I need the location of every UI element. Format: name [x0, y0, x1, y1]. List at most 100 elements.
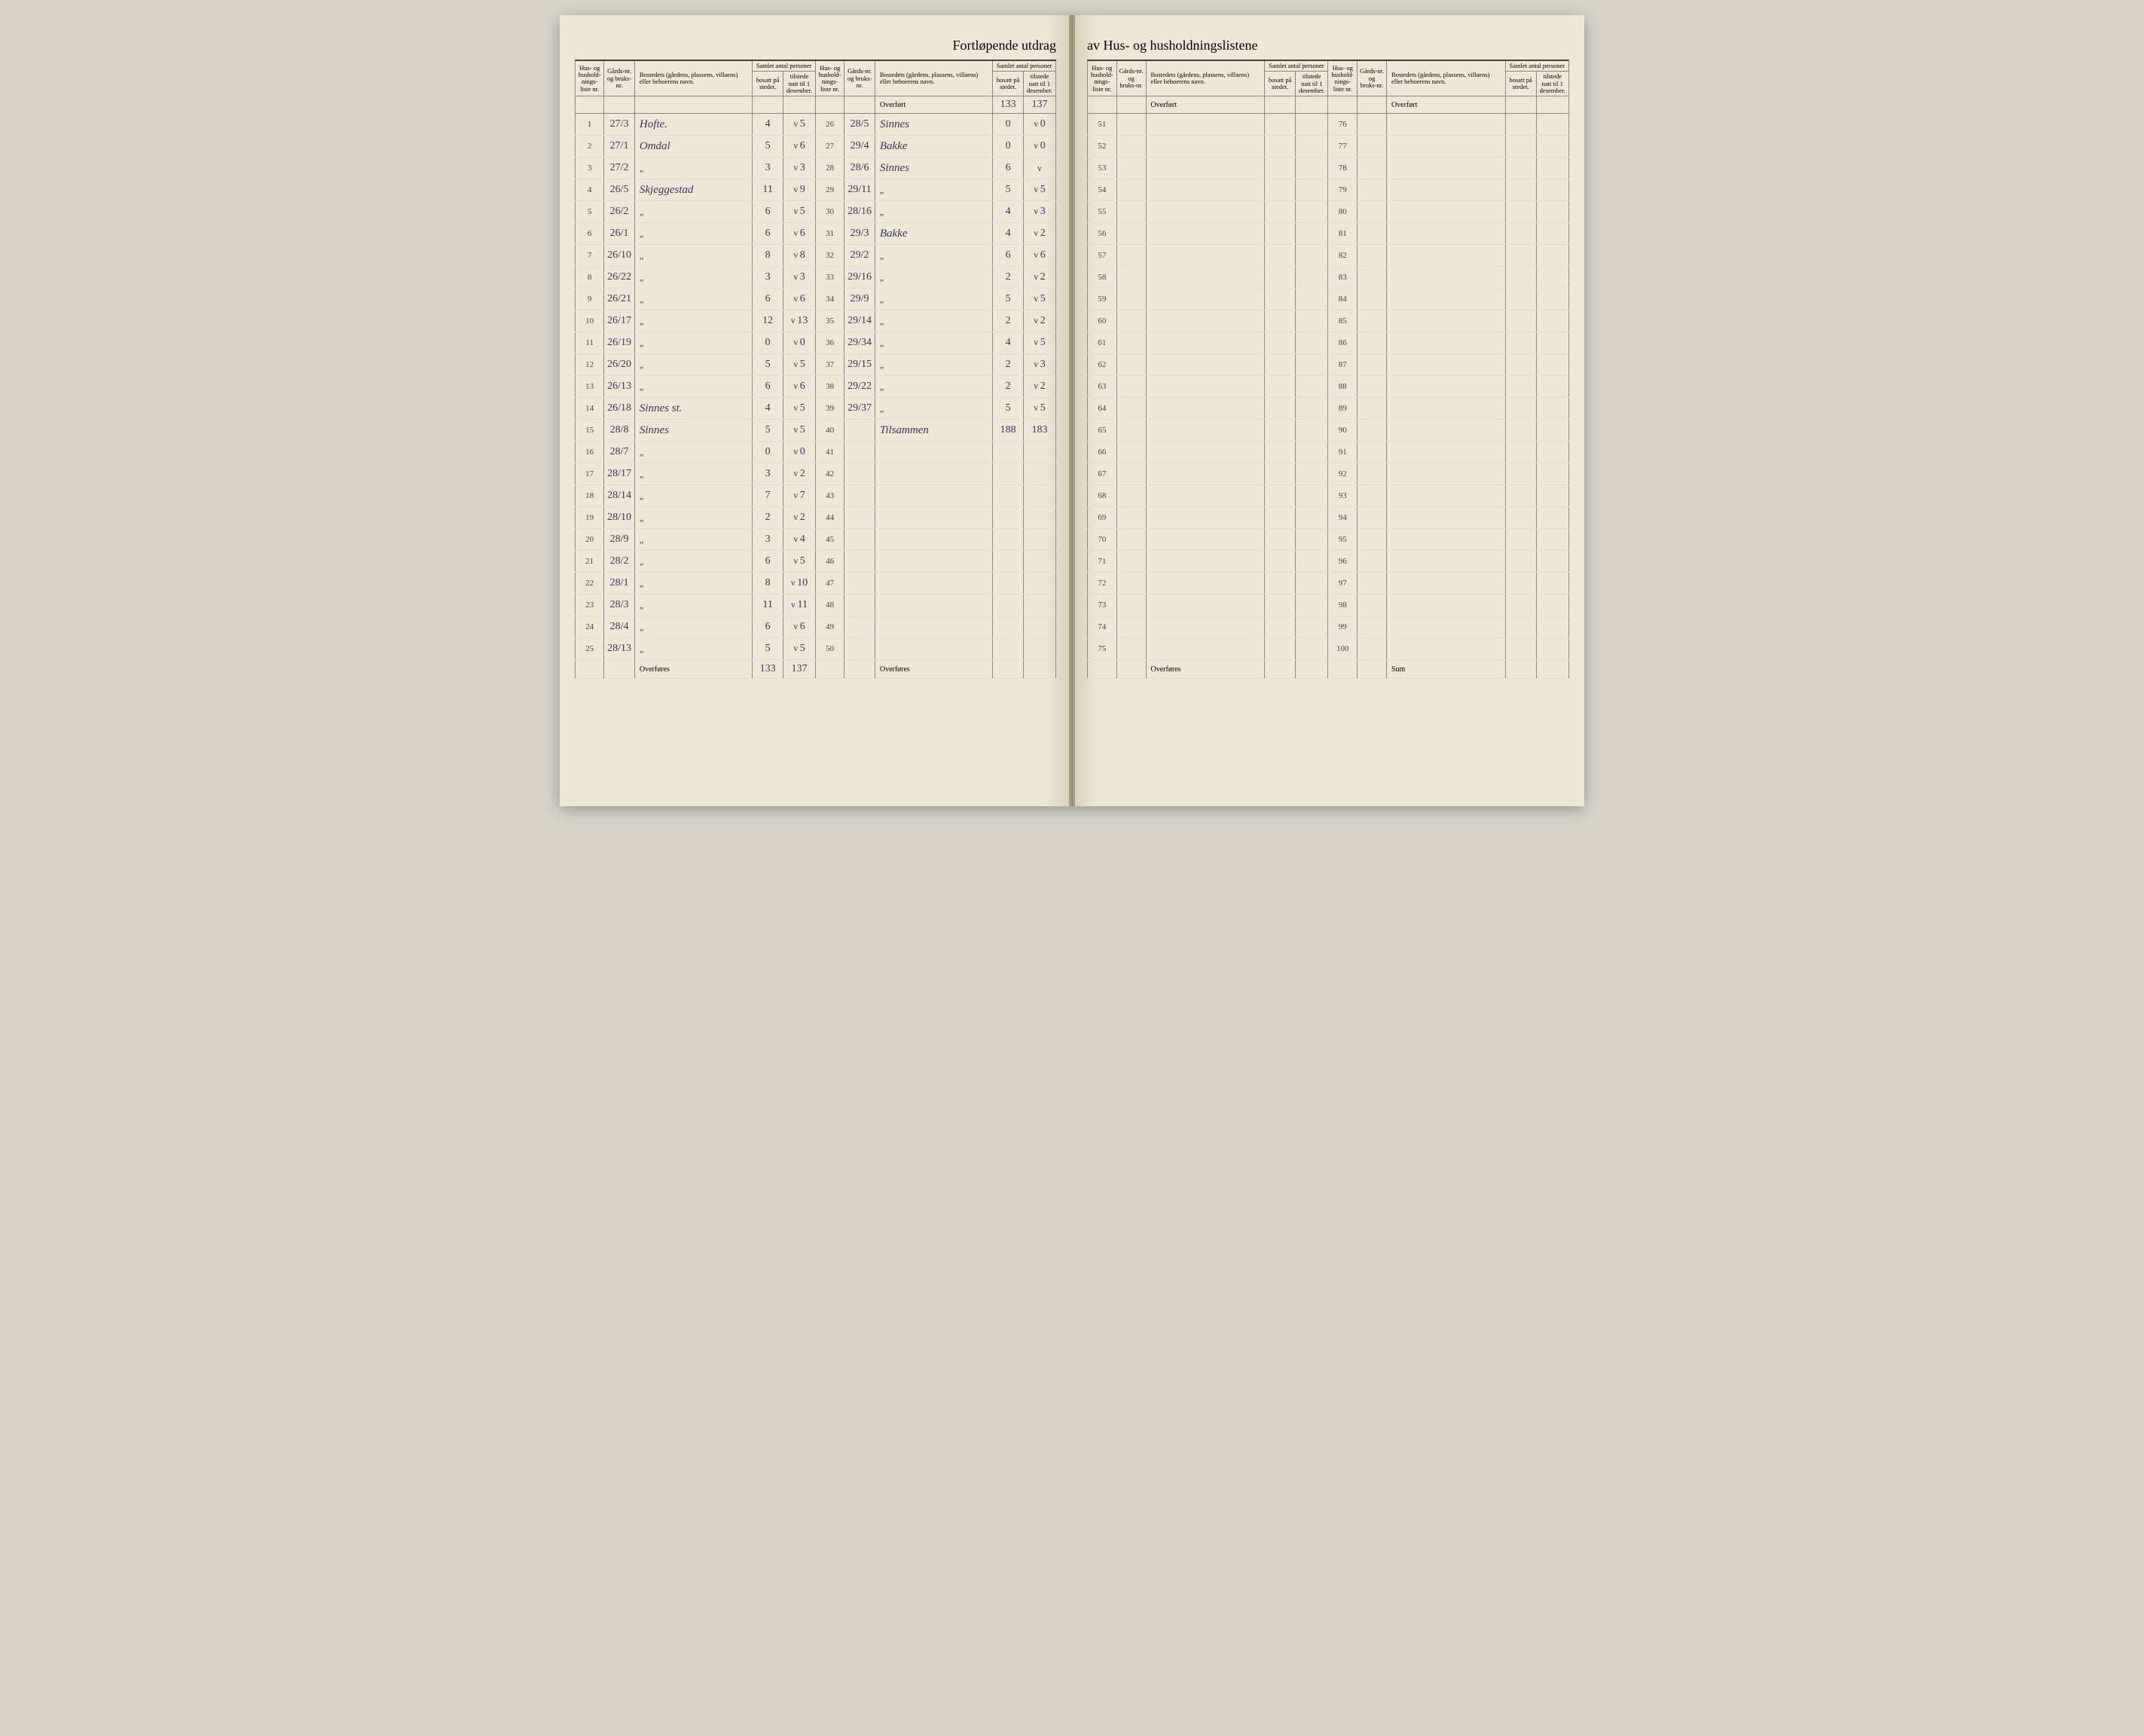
- table-cell: [1116, 463, 1146, 485]
- table-cell: 44: [815, 507, 844, 529]
- table-cell: 55: [1088, 201, 1117, 223]
- table-cell: 76: [1328, 114, 1358, 136]
- table-cell: 26/17: [604, 310, 635, 332]
- table-cell: 79: [1328, 179, 1358, 201]
- table-cell: 81: [1328, 223, 1358, 245]
- table-cell: 0: [753, 332, 783, 354]
- table-cell: [844, 616, 875, 638]
- table-cell: 91: [1328, 442, 1358, 463]
- table-cell: [1536, 310, 1568, 332]
- table-cell: [1116, 442, 1146, 463]
- table-cell: 28/3: [604, 594, 635, 616]
- hdr-bosatt-4: bosatt på stedet.: [1505, 72, 1536, 96]
- table-cell: 6: [753, 616, 783, 638]
- table-cell: „: [634, 332, 752, 354]
- table-row: 6 26/1 „ 6 v 6 31 29/3 Bakke4v 2: [576, 223, 1056, 245]
- table-cell: v 3: [783, 267, 815, 289]
- table-cell: [1505, 551, 1536, 573]
- table-cell: „: [875, 332, 992, 354]
- table-cell: v 2: [783, 507, 815, 529]
- table-cell: 26/5: [604, 179, 635, 201]
- table-cell: [875, 485, 992, 507]
- table-cell: 27/3: [604, 114, 635, 136]
- table-cell: [1265, 179, 1296, 201]
- table-cell: 23: [576, 594, 604, 616]
- table-cell: 59: [1088, 289, 1117, 310]
- table-cell: [1116, 245, 1146, 267]
- table-cell: 14: [576, 398, 604, 420]
- table-cell: v 9: [783, 179, 815, 201]
- table-cell: [1023, 529, 1055, 551]
- table-cell: [1536, 354, 1568, 376]
- table-cell: v 5: [1023, 398, 1055, 420]
- table-cell: [1265, 136, 1296, 157]
- table-cell: 96: [1328, 551, 1358, 573]
- table-cell: [1116, 223, 1146, 245]
- table-cell: [1386, 223, 1505, 245]
- table-cell: 37: [815, 354, 844, 376]
- table-cell: [1536, 529, 1568, 551]
- table-cell: [1386, 354, 1505, 376]
- table-cell: 39: [815, 398, 844, 420]
- table-cell: 73: [1088, 594, 1117, 616]
- hdr-samlet: Samlet antal personer: [753, 60, 816, 72]
- hdr-bosatt: bosatt på stedet.: [753, 72, 783, 96]
- table-cell: [1023, 485, 1055, 507]
- table-cell: [1358, 398, 1387, 420]
- table-cell: [1116, 573, 1146, 594]
- table-cell: 26/2: [604, 201, 635, 223]
- table-cell: 2: [576, 136, 604, 157]
- table-row: 19 28/10 „ 2 v 2 44: [576, 507, 1056, 529]
- table-row: 2 27/1 Omdal 5 v 6 27 29/4 Bakke0v 0: [576, 136, 1056, 157]
- table-cell: [1505, 114, 1536, 136]
- table-cell: 34: [815, 289, 844, 310]
- table-cell: 63: [1088, 376, 1117, 398]
- table-cell: 26/18: [604, 398, 635, 420]
- table-cell: 24: [576, 616, 604, 638]
- table-cell: [1265, 616, 1296, 638]
- table-cell: [844, 594, 875, 616]
- table-row: 16 28/7 „ 0 v 0 41: [576, 442, 1056, 463]
- table-row: 55 80: [1088, 201, 1569, 223]
- table-cell: [1265, 201, 1296, 223]
- table-cell: 17: [576, 463, 604, 485]
- table-cell: v 0: [783, 332, 815, 354]
- table-row: 54 79: [1088, 179, 1569, 201]
- table-cell: „: [875, 354, 992, 376]
- table-cell: v 3: [1023, 201, 1055, 223]
- table-cell: 72: [1088, 573, 1117, 594]
- table-cell: 4: [753, 398, 783, 420]
- table-cell: [1386, 638, 1505, 660]
- table-cell: [1023, 638, 1055, 660]
- table-cell: 6: [753, 376, 783, 398]
- table-cell: 40: [815, 420, 844, 442]
- table-cell: [1146, 310, 1265, 332]
- table-cell: [1505, 442, 1536, 463]
- table-cell: 11: [753, 179, 783, 201]
- table-cell: [1536, 376, 1568, 398]
- table-row: 17 28/17 „ 3 v 2 42: [576, 463, 1056, 485]
- table-row: 68 93: [1088, 485, 1569, 507]
- table-cell: [1146, 114, 1265, 136]
- table-cell: v 5: [1023, 332, 1055, 354]
- table-cell: [1023, 507, 1055, 529]
- table-cell: 86: [1328, 332, 1358, 354]
- table-cell: 41: [815, 442, 844, 463]
- table-cell: 4: [576, 179, 604, 201]
- table-row: 75 100: [1088, 638, 1569, 660]
- table-row: 14 26/18 Sinnes st. 4 v 5 39 29/37 „5v 5: [576, 398, 1056, 420]
- table-row: 21 28/2 „ 6 v 5 46: [576, 551, 1056, 573]
- table-cell: 31: [815, 223, 844, 245]
- table-cell: [1296, 354, 1328, 376]
- table-cell: [1358, 420, 1387, 442]
- table-cell: [993, 638, 1024, 660]
- table-cell: 16: [576, 442, 604, 463]
- table-cell: „: [634, 245, 752, 267]
- table-cell: [1505, 179, 1536, 201]
- table-cell: [875, 529, 992, 551]
- table-cell: [993, 529, 1024, 551]
- table-cell: Bakke: [875, 136, 992, 157]
- table-cell: [1386, 114, 1505, 136]
- table-cell: [1536, 289, 1568, 310]
- table-cell: [1505, 289, 1536, 310]
